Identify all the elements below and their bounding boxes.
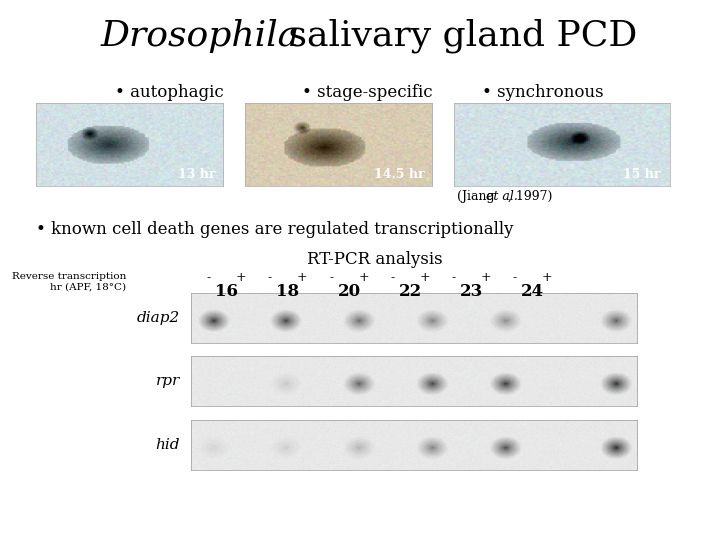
Text: +: +: [297, 271, 307, 284]
Text: 24: 24: [521, 283, 544, 300]
Text: +: +: [236, 271, 246, 284]
Text: -: -: [207, 271, 211, 284]
Text: , 1997): , 1997): [508, 190, 552, 203]
Text: -: -: [451, 271, 456, 284]
Text: +: +: [420, 271, 430, 284]
Text: RT-PCR analysis: RT-PCR analysis: [307, 251, 442, 268]
Text: 20: 20: [338, 283, 361, 300]
Text: 14.5 hr: 14.5 hr: [374, 168, 425, 181]
Text: • synchronous: • synchronous: [482, 84, 604, 100]
Text: -: -: [513, 271, 517, 284]
Text: diap2: diap2: [137, 311, 180, 325]
Text: 22: 22: [399, 283, 422, 300]
Text: (Jiang: (Jiang: [457, 190, 499, 203]
Text: Reverse transcription: Reverse transcription: [12, 272, 126, 281]
Text: • stage-specific: • stage-specific: [302, 84, 433, 100]
Text: 23: 23: [460, 283, 483, 300]
Text: -: -: [268, 271, 272, 284]
Text: 18: 18: [276, 283, 300, 300]
Text: salivary gland PCD: salivary gland PCD: [277, 19, 638, 53]
Text: -: -: [329, 271, 333, 284]
Text: et al.: et al.: [486, 190, 518, 203]
Text: 15 hr: 15 hr: [624, 168, 661, 181]
Text: 16: 16: [215, 283, 238, 300]
Text: +: +: [542, 271, 552, 284]
Text: hid: hid: [156, 438, 180, 451]
Text: hr (APF, 18°C): hr (APF, 18°C): [50, 283, 126, 292]
Text: • known cell death genes are regulated transcriptionally: • known cell death genes are regulated t…: [36, 221, 513, 238]
Text: -: -: [390, 271, 395, 284]
Text: rpr: rpr: [156, 374, 180, 388]
Text: 13 hr: 13 hr: [179, 168, 216, 181]
Text: +: +: [481, 271, 491, 284]
Text: +: +: [359, 271, 369, 284]
Text: Drosophila: Drosophila: [101, 19, 300, 53]
Text: • autophagic: • autophagic: [115, 84, 224, 100]
